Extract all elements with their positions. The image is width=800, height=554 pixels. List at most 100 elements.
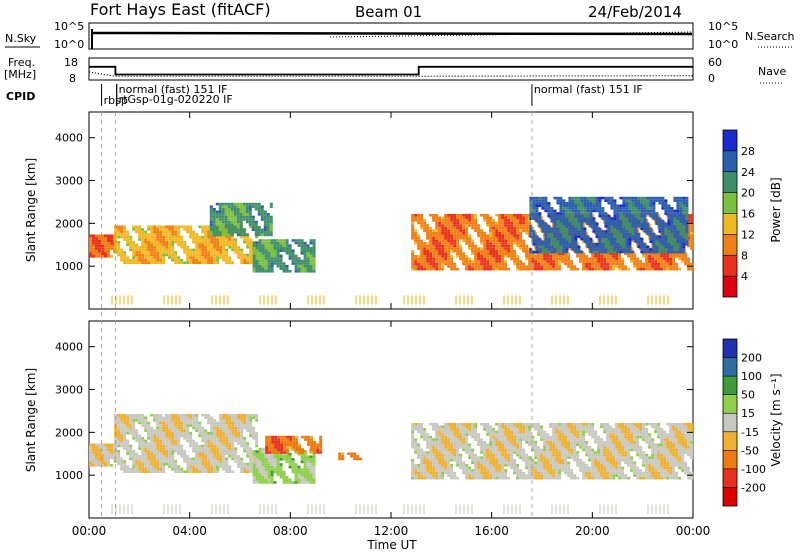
heatmap-cell xyxy=(582,262,586,266)
heatmap-cell xyxy=(474,224,478,227)
heatmap-cell xyxy=(426,226,430,230)
heatmap-cell xyxy=(168,444,172,448)
heatmap-cell xyxy=(544,237,548,241)
heatmap-cell xyxy=(568,222,572,226)
heatmap-cell xyxy=(171,442,175,445)
heatmap-cell xyxy=(258,254,262,258)
heatmap-cell xyxy=(565,222,569,226)
heatmap-cell xyxy=(643,230,647,233)
heatmap-cell xyxy=(189,230,193,234)
heatmap-cell xyxy=(207,233,211,236)
heatmap-cell xyxy=(257,202,261,206)
heatmap-cell xyxy=(619,245,623,249)
heatmap-cell xyxy=(585,267,589,271)
heatmap-cell xyxy=(132,434,136,438)
heatmap-cell xyxy=(690,237,694,240)
heatmap-cell xyxy=(574,201,578,205)
colorbar-segment xyxy=(723,130,737,151)
heatmap-cell xyxy=(165,419,169,422)
heatmap-cell xyxy=(144,452,148,456)
heatmap-cell xyxy=(183,246,187,249)
heatmap-cell xyxy=(622,209,626,213)
heatmap-cell xyxy=(498,252,502,256)
heatmap-cell xyxy=(615,265,619,268)
heatmap-cell xyxy=(429,252,433,256)
heatmap-cell xyxy=(669,260,673,263)
heatmap-cell xyxy=(213,439,217,443)
heatmap-cell xyxy=(273,239,277,242)
heatmap-cell xyxy=(231,455,235,458)
heatmap-cell xyxy=(180,240,184,244)
ground-scatter-cell xyxy=(519,295,521,305)
heatmap-cell xyxy=(486,265,490,268)
heatmap-cell xyxy=(601,209,605,213)
heatmap-cell xyxy=(153,240,157,244)
heatmap-cell xyxy=(135,465,139,468)
colorbar-segment xyxy=(723,255,737,277)
heatmap-cell xyxy=(685,219,689,223)
heatmap-cell xyxy=(168,225,172,229)
heatmap-cell xyxy=(135,462,139,466)
heatmap-cell xyxy=(204,261,208,265)
heatmap-cell xyxy=(483,255,487,258)
heatmap-cell xyxy=(168,442,172,445)
heatmap-cell xyxy=(682,243,686,246)
heatmap-cell xyxy=(556,230,560,233)
heatmap-cell xyxy=(144,449,148,453)
heatmap-cell xyxy=(600,265,604,268)
heatmap-cell xyxy=(459,234,463,238)
heatmap-cell xyxy=(263,210,267,214)
heatmap-cell xyxy=(252,264,256,268)
heatmap-cell xyxy=(212,210,216,214)
heatmap-cell xyxy=(189,437,193,440)
heatmap-cell xyxy=(672,257,676,261)
heatmap-cell xyxy=(670,235,674,238)
heatmap-cell xyxy=(562,214,566,218)
heatmap-cell xyxy=(618,260,622,263)
heatmap-cell xyxy=(174,258,178,262)
heatmap-cell xyxy=(628,227,632,231)
heatmap-cell xyxy=(483,237,487,240)
heatmap-cell xyxy=(204,470,208,474)
heatmap-cell xyxy=(571,209,575,213)
heatmap-cell xyxy=(180,416,184,420)
heatmap-cell xyxy=(631,232,635,236)
heatmap-cell xyxy=(687,226,691,230)
heatmap-cell xyxy=(174,413,178,417)
heatmap-cell xyxy=(535,243,539,246)
heatmap-cell xyxy=(577,199,581,202)
nsky-label: N.Sky xyxy=(5,32,37,45)
heatmap-cell xyxy=(198,465,202,468)
heatmap-cell xyxy=(189,462,193,466)
heatmap-cell xyxy=(92,458,95,462)
heatmap-cell xyxy=(249,261,253,265)
heatmap-cell xyxy=(92,247,95,250)
heatmap-cell xyxy=(598,230,602,233)
heatmap-cell xyxy=(95,446,98,449)
heatmap-cell xyxy=(129,235,133,239)
heatmap-cell xyxy=(207,230,211,234)
heatmap-cell xyxy=(195,246,199,249)
heatmap-cell xyxy=(550,217,554,220)
heatmap-cell xyxy=(237,434,241,438)
heatmap-cell xyxy=(126,238,130,241)
heatmap-cell xyxy=(544,230,548,233)
heatmap-cell xyxy=(101,239,104,243)
heatmap-cell xyxy=(610,222,614,226)
heatmap-cell xyxy=(212,228,216,232)
heatmap-cell xyxy=(529,250,533,254)
heatmap-cell xyxy=(613,212,617,215)
heatmap-cell xyxy=(607,225,611,228)
heatmap-cell xyxy=(535,248,539,251)
heatmap-cell xyxy=(660,267,664,271)
heatmap-cell xyxy=(553,217,557,220)
heatmap-cell xyxy=(120,460,124,463)
heatmap-cell xyxy=(588,257,592,261)
heatmap-cell xyxy=(637,240,641,244)
heatmap-cell xyxy=(601,237,605,241)
heatmap-cell xyxy=(453,237,457,240)
heatmap-cell xyxy=(153,253,157,257)
heatmap-cell xyxy=(510,234,514,238)
heatmap-cell xyxy=(177,261,181,265)
heatmap-cell xyxy=(233,202,237,206)
